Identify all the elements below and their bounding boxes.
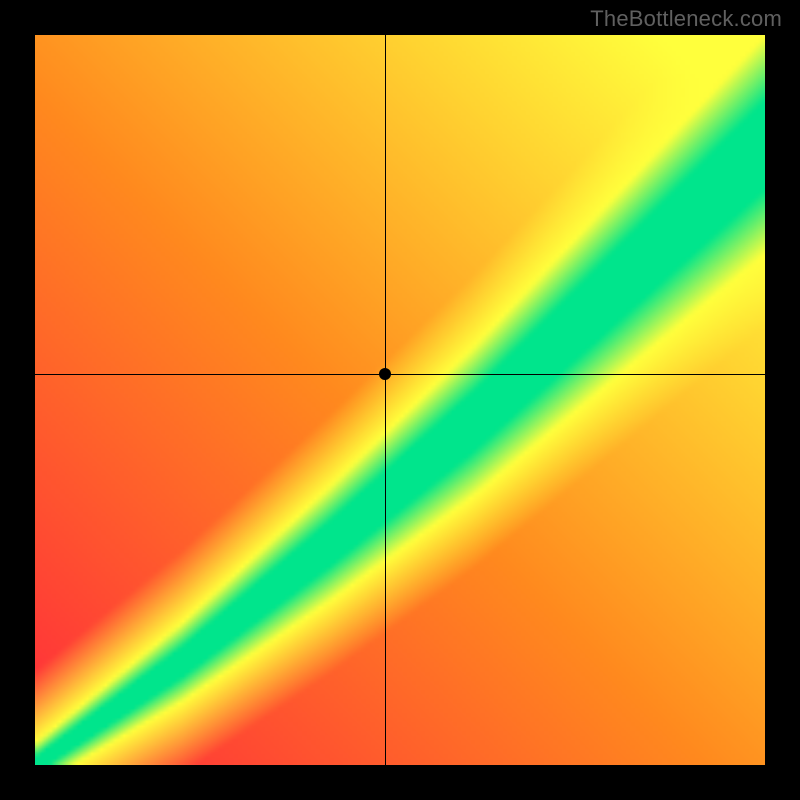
chart-frame: TheBottleneck.com xyxy=(0,0,800,800)
data-point-marker xyxy=(379,368,391,380)
heatmap-canvas xyxy=(35,35,765,765)
watermark-text: TheBottleneck.com xyxy=(590,6,782,32)
plot-area xyxy=(35,35,765,765)
crosshair-vertical xyxy=(385,35,386,765)
crosshair-horizontal xyxy=(35,374,765,375)
